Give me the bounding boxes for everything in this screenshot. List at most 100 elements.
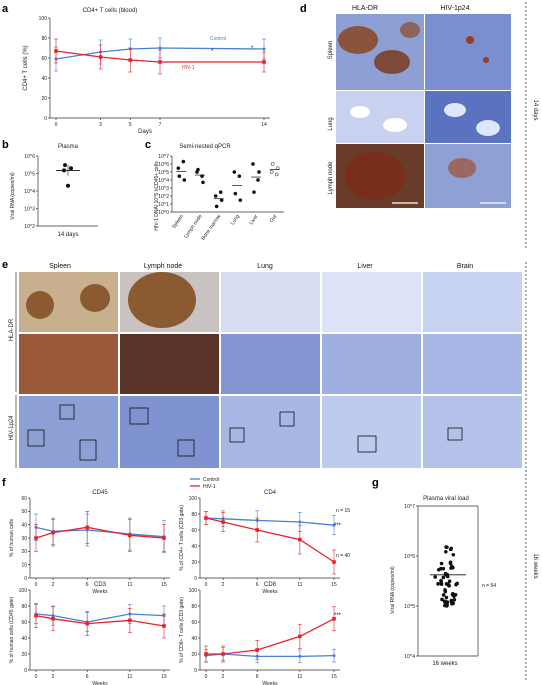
x-tick-label: 6 [86, 674, 89, 680]
y-tick-label: 10^3 [24, 206, 35, 212]
data-point [128, 533, 132, 538]
panel-e-images [19, 272, 522, 468]
data-point [69, 166, 73, 171]
data-point [182, 178, 187, 182]
data-point [447, 579, 452, 584]
y-tick-label: 10^0 [158, 210, 169, 216]
series-line-control [205, 517, 335, 526]
data-point [269, 170, 274, 174]
e-brain-p24 [423, 396, 522, 468]
data-point [221, 520, 225, 524]
data-point [442, 599, 447, 604]
y-tick-label: 50 [21, 509, 27, 515]
x-tick-label: 11 [127, 582, 132, 588]
e-box [229, 427, 245, 443]
y-tick-label: 10^3 [158, 186, 169, 192]
panel-d-side-label: 14 days [532, 99, 538, 120]
y-tick-label: 0 [24, 576, 27, 582]
data-point [451, 552, 456, 557]
data-point [445, 572, 450, 577]
data-point [332, 617, 336, 621]
data-point [448, 547, 453, 552]
stars-cd8: *** [334, 613, 342, 619]
panel-b-title: Plasma [58, 144, 79, 150]
e-liver-hla-high [322, 334, 421, 394]
x-tick-label: 2 [222, 674, 225, 680]
data-point [433, 575, 437, 579]
chart-f-cd4: 0 20 40 60 80 100 0 2 6 11 15 CD4 % of CD4+ T cells … [179, 490, 340, 595]
chart-b: 10^2 10^3 10^4 10^5 10^6 [24, 154, 98, 230]
data-point [54, 49, 58, 53]
x-tick-label: 0 [35, 674, 38, 680]
chart-title: CD8 [264, 582, 277, 588]
panel-b-xlabel: 14 days [57, 232, 78, 238]
y-axis-label: % of CD8+ T cells (CD3 gate) [179, 597, 185, 663]
data-point [450, 592, 455, 597]
y-tick-label: 0 [194, 576, 197, 582]
data-point [51, 530, 55, 535]
d-lung-p24 [425, 91, 511, 143]
y-tick-label: 10^7 [404, 504, 415, 510]
data-point [213, 194, 218, 198]
data-point [444, 595, 449, 600]
series-line-hiv-1 [206, 618, 335, 655]
x-tick-label: Gut [269, 213, 279, 224]
y-axis-label: % of human cells (CD45 gate) [9, 596, 15, 663]
data-point [441, 575, 446, 580]
y-tick-label: 40 [191, 636, 197, 642]
y-tick-label: 100 [19, 588, 28, 594]
star-a-1: * [211, 49, 214, 55]
y-tick-label: 10^6 [24, 154, 35, 160]
d-lung-hla-alv2 [383, 118, 407, 132]
data-point [444, 549, 448, 554]
data-point [162, 536, 166, 540]
y-tick-label: 10^2 [24, 224, 35, 230]
data-point [443, 589, 448, 594]
data-point [85, 621, 89, 626]
y-tick-label: 80 [191, 512, 197, 518]
e-lung-hla-high [221, 334, 320, 394]
y-tick-label: 30 [21, 536, 27, 542]
data-point [298, 537, 302, 542]
panel-e-row-p24: HIV-1p24 [9, 415, 15, 441]
data-point [158, 60, 162, 64]
panel-a-title: CD4+ T cells (blood) [83, 8, 138, 14]
y-tick-label: 10^2 [158, 194, 169, 200]
y-tick-label: 40 [21, 522, 27, 528]
data-point [450, 564, 454, 568]
e-spleen-gc1 [26, 291, 54, 319]
panel-a-ylabel: CD4+ T cells (%) [23, 45, 29, 90]
d-spleen-p24-dot2 [483, 57, 489, 63]
e-spleen-p24 [19, 396, 118, 468]
data-point [332, 523, 336, 527]
y-tick-label: 80 [21, 604, 27, 610]
y-tick-label: 10^5 [404, 604, 415, 610]
y-tick-label: 10^1 [158, 202, 169, 208]
x-tick-label: 0 [35, 582, 38, 588]
y-tick-label: 10 [21, 562, 27, 568]
y-tick-label: 100 [39, 16, 48, 22]
y-tick-label: 10^7 [158, 154, 169, 160]
e-box [79, 439, 97, 461]
data-point [255, 648, 259, 652]
x-tick-label: 2 [222, 582, 225, 588]
e-lung-p24 [221, 396, 320, 468]
e-p24-boxes [27, 404, 463, 461]
panel-g-title: Plasma viral load [423, 496, 469, 502]
y-tick-label: 40 [191, 544, 197, 550]
panel-e-side-label: 16 weeks [532, 553, 538, 578]
x-tick-label: 6 [86, 582, 89, 588]
data-point [34, 536, 38, 540]
e-spleen-gc2 [80, 284, 110, 312]
e-box [59, 404, 75, 420]
data-point [176, 166, 181, 171]
data-point [448, 561, 453, 565]
y-tick-label: 10^5 [24, 171, 35, 177]
d-node-hla-stain [345, 152, 405, 200]
x-tick-label: 11 [297, 674, 302, 680]
stars-cd4: *** [334, 523, 342, 529]
panel-letter-d: d [300, 3, 307, 15]
panel-d-row-node: Lymph node [328, 161, 334, 194]
panel-g-xlabel: 16 weeks [432, 661, 457, 667]
